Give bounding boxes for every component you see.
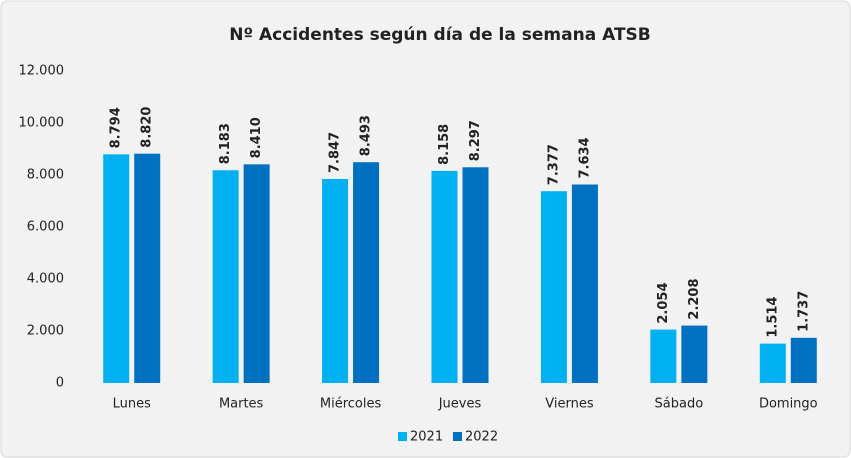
data-label: 1.737 (796, 291, 811, 332)
bar (790, 337, 817, 383)
y-tick-label: 6.000 (27, 220, 64, 235)
bar (650, 329, 677, 383)
data-label: 7.634 (577, 137, 592, 178)
y-tick-label: 4.000 (27, 272, 64, 287)
bar (462, 167, 489, 383)
data-label: 8.794 (109, 107, 124, 148)
bar (431, 170, 458, 383)
data-label: 7.847 (328, 132, 343, 173)
data-label: 2.054 (656, 282, 671, 323)
data-label: 8.158 (437, 124, 452, 165)
bar (243, 164, 270, 383)
legend-swatch (453, 432, 462, 441)
data-label: 8.410 (249, 117, 264, 158)
y-tick-label: 0 (56, 376, 64, 391)
x-tick-label: Jueves (438, 397, 482, 412)
bar (353, 162, 380, 383)
bar (540, 191, 567, 383)
data-label: 8.183 (218, 123, 233, 164)
data-label: 8.820 (140, 107, 155, 148)
x-tick-label: Miércoles (320, 397, 382, 412)
y-tick-label: 10.000 (19, 116, 65, 131)
y-tick-label: 12.000 (19, 64, 65, 79)
data-label: 1.514 (765, 297, 780, 338)
chart-title: Nº Accidentes según día de la semana ATS… (229, 25, 651, 45)
bar (103, 154, 130, 383)
x-tick-label: Viernes (545, 397, 594, 412)
legend-label: 2021 (410, 430, 443, 445)
x-tick-label: Domingo (759, 397, 818, 412)
bar (571, 184, 598, 383)
bar (134, 153, 161, 383)
x-tick-label: Lunes (113, 397, 151, 412)
bar (322, 178, 349, 383)
bar (212, 170, 239, 383)
bar (759, 343, 786, 383)
x-tick-label: Martes (219, 397, 264, 412)
data-label: 8.493 (359, 115, 374, 156)
legend-swatch (398, 432, 407, 441)
bar (681, 325, 708, 383)
data-label: 7.377 (546, 144, 561, 185)
data-label: 2.208 (687, 278, 702, 319)
y-tick-label: 8.000 (27, 168, 64, 183)
legend-label: 2022 (465, 430, 498, 445)
y-tick-label: 2.000 (27, 324, 64, 339)
x-tick-label: Sábado (655, 397, 704, 412)
data-label: 8.297 (468, 120, 483, 161)
